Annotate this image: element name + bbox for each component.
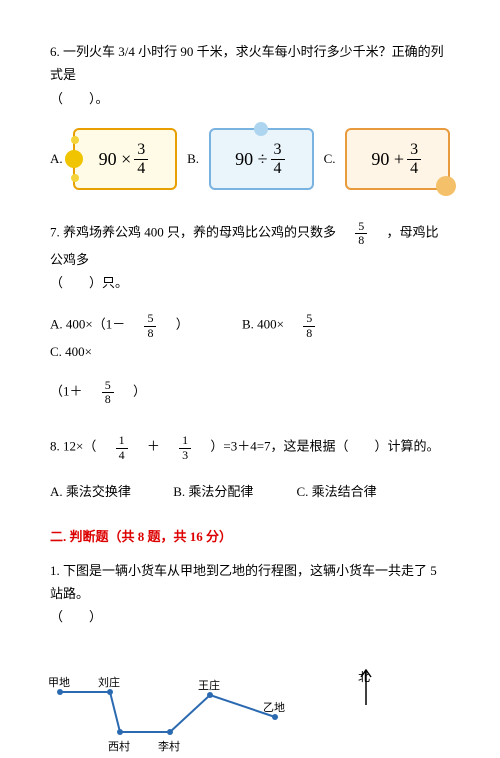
q7-optC-part1: C. 400× [50,340,92,363]
s2-question-1: 1. 下图是一辆小货车从甲地到乙地的行程图，这辆小货车一共走了 5 站路。 （ … [50,559,450,629]
ornament-icon [436,176,456,196]
route-node-label: 李村 [158,738,180,758]
fraction: 5 8 [355,220,367,247]
fraction: 5 8 [303,312,315,339]
q6-text-line1: 6. 一列火车 3/4 小时行 90 千米，求火车每小时行多少千米？正确的列式是 [50,40,450,87]
q7-optC-part2: （1＋ 5 8 ） [50,379,146,406]
q6-card-c: 90 + 3 4 [345,128,450,190]
route-map: 北 甲地刘庄西村李村王庄乙地 [50,647,360,757]
q6-card-b: 90 ÷ 3 4 [209,128,314,190]
route-node-label: 刘庄 [98,674,120,694]
section-2-heading: 二. 判断题（共 8 题，共 16 分） [50,525,450,548]
route-node-label: 乙地 [263,699,285,719]
q7-options: A. 400×（1－ 5 8 ） B. 400× 5 8 C. 400× （1＋… [50,312,450,406]
fraction: 5 8 [144,312,156,339]
s2q1-paren: （ ） [50,605,450,628]
q6-text-line2: （ ）。 [50,87,450,110]
route-node-label: 王庄 [198,677,220,697]
route-node-dot [167,729,173,735]
q7-text-c: （ ）只。 [50,271,450,294]
petal-icon [71,174,79,182]
s2q1-text: 1. 下图是一辆小货车从甲地到乙地的行程图，这辆小货车一共走了 5 站路。 [50,559,450,606]
north-indicator: 北 [358,667,370,689]
q7-optB: B. 400× 5 8 [242,312,318,339]
fraction: 1 4 [116,434,128,461]
bubble-icon [254,122,268,136]
q6-a-left: 90 × [99,143,132,175]
flower-icon [65,150,83,168]
q6-b-left: 90 ÷ [235,143,267,175]
route-line [60,692,275,732]
fraction: 3 4 [407,141,421,177]
q6-options: A. 90 × 3 4 B. 90 ÷ 3 4 C. 90 + 3 4 [50,128,450,190]
fraction: 3 4 [271,141,285,177]
q7-optA: A. 400×（1－ 5 8 ） [50,312,189,339]
arrow-up-icon [358,667,374,707]
question-7: 7. 养鸡场养公鸡 400 只，养的母鸡比公鸡的只数多 5 8 ，母鸡比公鸡多 … [50,220,450,294]
q6-opt-c-label: C. [324,147,336,170]
fraction: 3 4 [134,141,148,177]
route-node-label: 甲地 [48,674,70,694]
q7-text-a: 7. 养鸡场养公鸡 400 只，养的母鸡比公鸡的只数多 [50,225,349,240]
q8-options: A. 乘法交换律 B. 乘法分配律 C. 乘法结合律 [50,480,450,503]
route-node-dot [117,729,123,735]
q6-opt-b-label: B. [187,147,199,170]
q6-opt-a-label: A. [50,147,63,170]
q6-card-a: 90 × 3 4 [73,128,178,190]
fraction: 5 8 [102,379,114,406]
q8-B: B. 乘法分配律 [173,480,293,503]
q8-C: C. 乘法结合律 [297,480,377,503]
question-8: 8. 12×（ 1 4 ＋ 1 3 ）=3＋4=7，这是根据（ ）计算的。 [50,434,450,461]
question-6: 6. 一列火车 3/4 小时行 90 千米，求火车每小时行多少千米？正确的列式是… [50,40,450,110]
route-node-label: 西村 [108,738,130,758]
q6-c-left: 90 + [371,143,404,175]
petal-icon [71,136,79,144]
fraction: 1 3 [179,434,191,461]
q8-A: A. 乘法交换律 [50,480,170,503]
